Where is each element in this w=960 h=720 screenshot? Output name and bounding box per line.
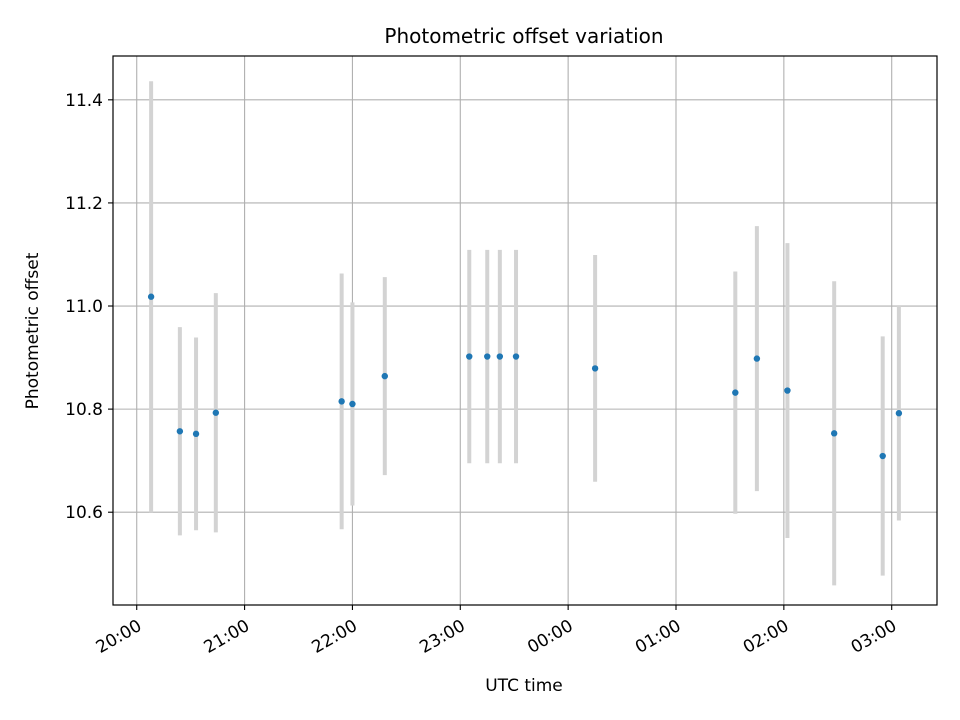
data-point xyxy=(732,389,739,396)
data-point xyxy=(466,353,473,360)
data-point xyxy=(192,430,200,438)
x-tick-label: 21:00 xyxy=(201,616,253,658)
chart-title: Photometric offset variation xyxy=(384,24,663,48)
y-tick-label: 10.6 xyxy=(65,503,103,523)
x-axis-ticks: 20:00 21:00 22:00 23:00 00:00 01:00 02:00 03:00 xyxy=(93,605,900,658)
data-point xyxy=(349,400,356,408)
data-point xyxy=(512,353,520,360)
data-point xyxy=(895,410,903,417)
y-tick-label: 11.4 xyxy=(65,91,103,111)
x-axis-label: UTC time xyxy=(485,676,563,696)
data-point xyxy=(753,355,761,362)
error-bars xyxy=(149,81,901,586)
data-point xyxy=(879,452,886,460)
x-tick-label: 02:00 xyxy=(740,616,792,658)
y-tick-label: 10.8 xyxy=(65,400,103,420)
y-axis-ticks: 10.6 10.8 11.0 11.2 11.4 xyxy=(65,91,113,523)
data-points xyxy=(147,293,903,460)
x-tick-label: 00:00 xyxy=(524,616,576,658)
x-tick-label: 22:00 xyxy=(308,616,360,658)
y-tick-label: 11.0 xyxy=(65,297,103,317)
x-tick-label: 20:00 xyxy=(93,616,145,658)
data-point xyxy=(830,430,838,437)
data-point xyxy=(176,428,184,435)
data-point xyxy=(591,365,599,372)
data-point xyxy=(784,387,791,394)
plot-frame xyxy=(112,55,938,606)
data-point xyxy=(496,353,504,360)
x-tick-label: 01:00 xyxy=(632,616,684,658)
x-tick-label: 03:00 xyxy=(848,616,900,658)
data-point xyxy=(212,409,220,416)
y-tick-label: 11.2 xyxy=(65,194,103,214)
data-point xyxy=(381,372,388,380)
data-point xyxy=(484,353,491,360)
grid xyxy=(113,56,937,605)
x-tick-label: 23:00 xyxy=(416,616,468,658)
data-point xyxy=(338,398,345,405)
data-point xyxy=(147,293,155,300)
y-axis-label: Photometric offset xyxy=(23,252,43,409)
